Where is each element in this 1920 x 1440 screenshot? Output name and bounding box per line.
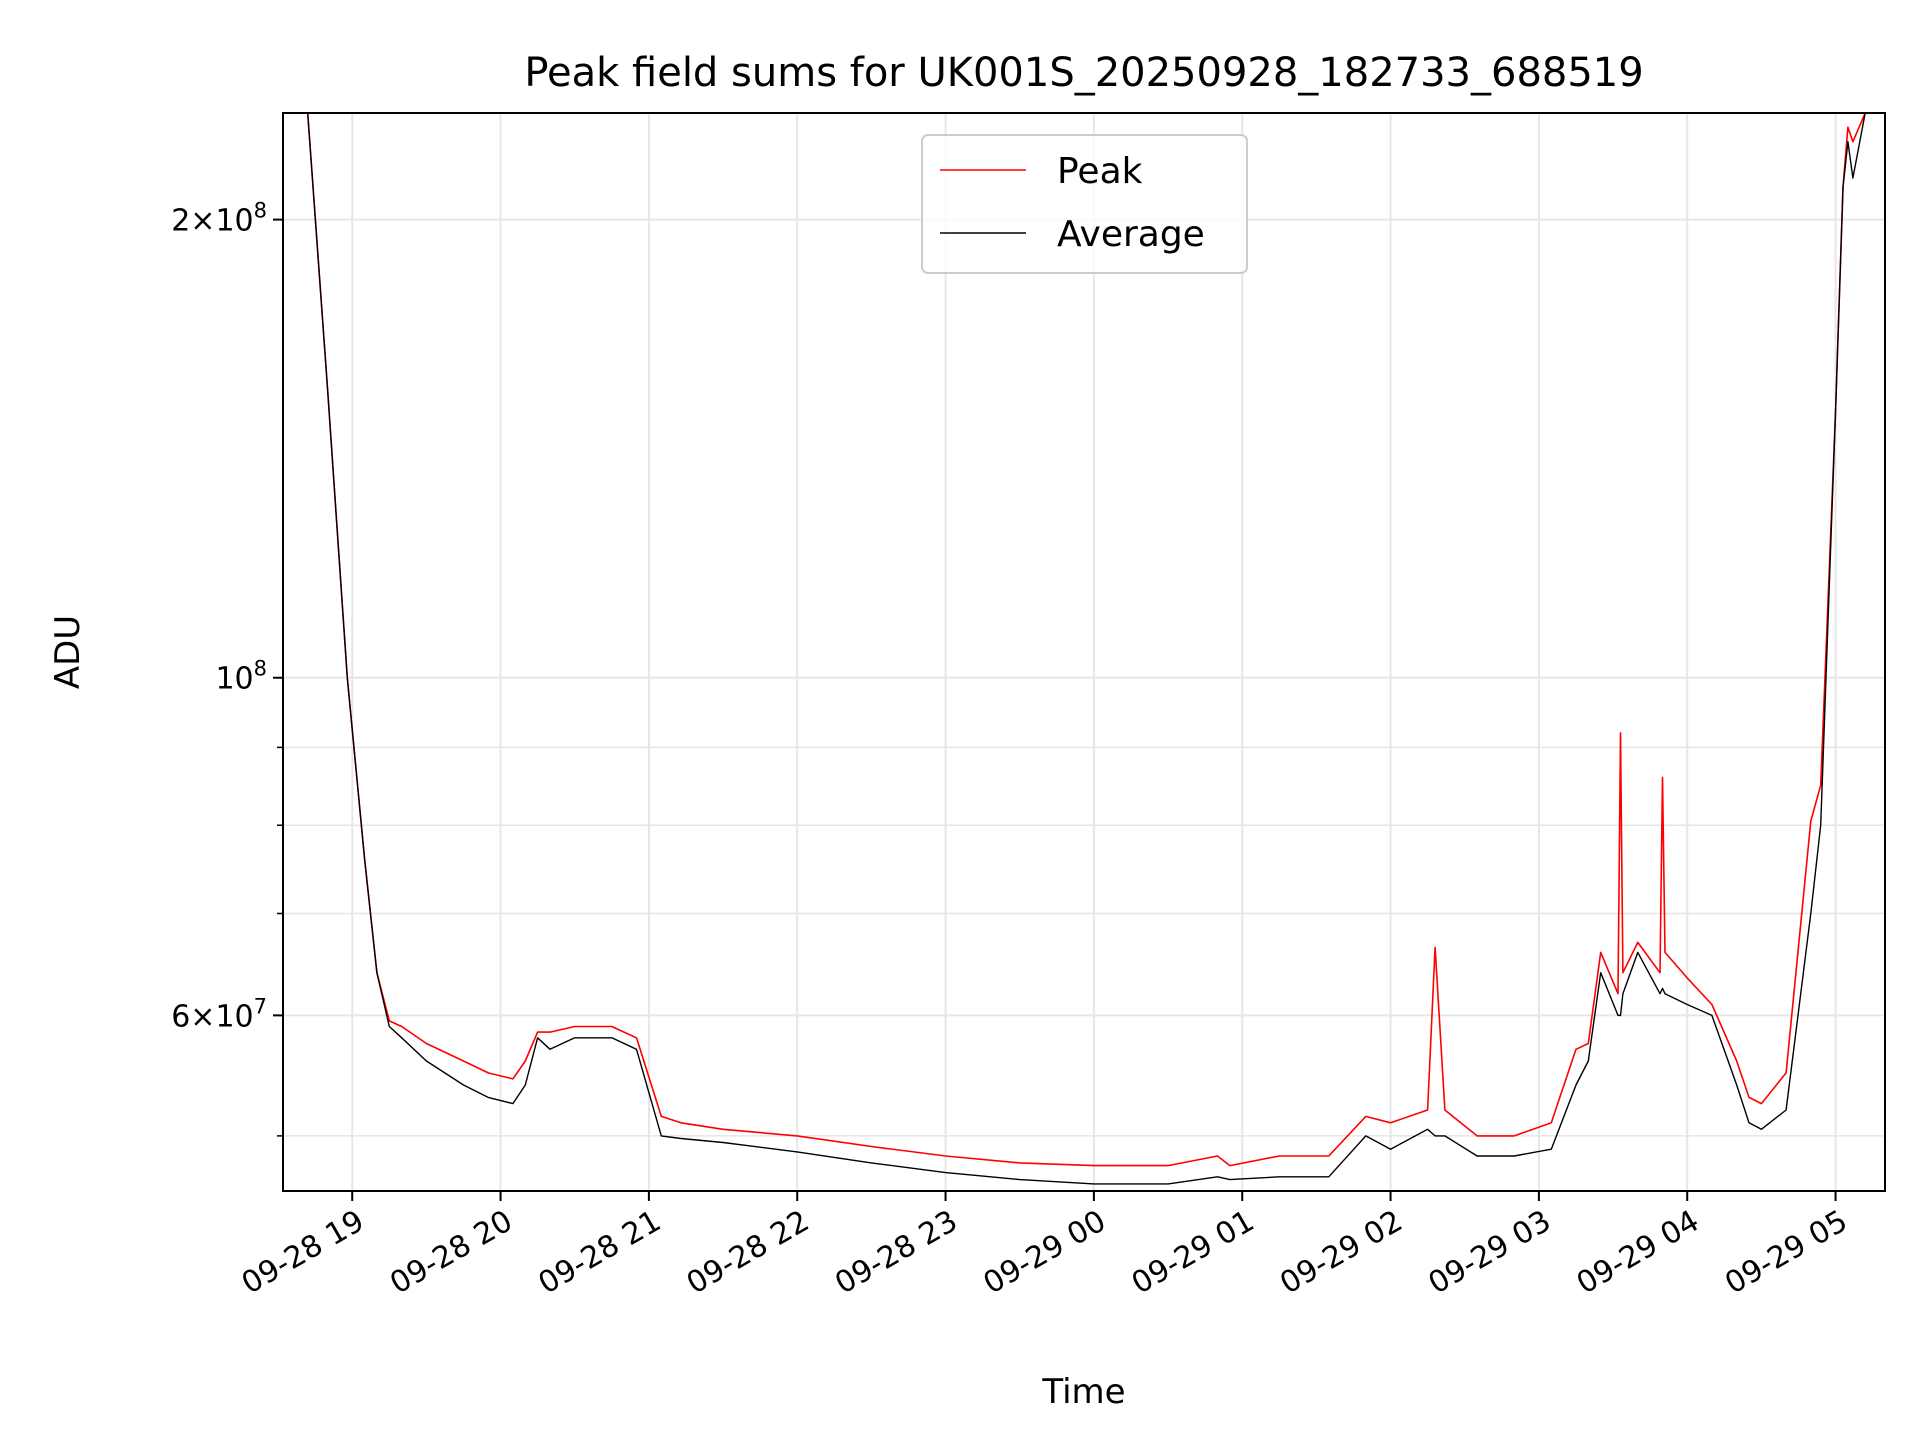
plot-frame [282,112,1886,1192]
x-axis-label: Time [1041,1372,1125,1412]
legend-label-peak: Peak [1057,151,1143,192]
y-tick-label: 108 [215,657,267,697]
y-axis-label: ADU [48,615,88,689]
y-tick-label: 6×107 [171,994,267,1034]
series-line-peak [285,113,1866,1167]
series-line-average [285,113,1866,1185]
y-axis: 2×108 108 6×107 [171,199,283,1137]
series-group [285,113,1866,1185]
legend-label-average: Average [1057,214,1205,255]
chart-title: Peak field sums for UK001S_20250928_1827… [524,50,1643,96]
legend: Peak Average [921,134,1248,274]
grid [283,113,1885,1191]
y-tick-label: 2×108 [171,199,267,239]
plot-area [285,113,1866,1185]
